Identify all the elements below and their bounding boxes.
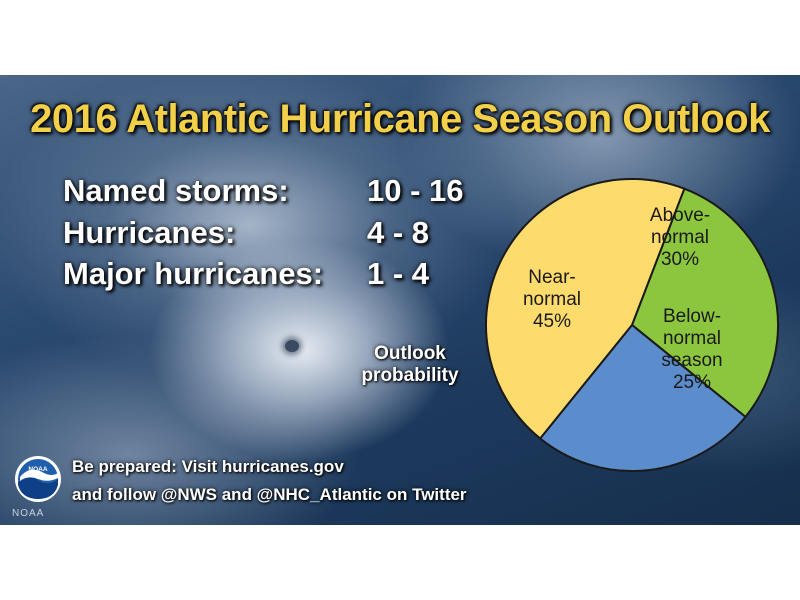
outlook-probability-caption: Outlook probability	[355, 343, 465, 387]
pie-slice-label-line: normal	[663, 328, 721, 349]
caption-line-2: probability	[361, 365, 459, 386]
hurricane-eye	[285, 340, 299, 352]
pie-slice-label-line: Near-	[528, 267, 576, 288]
outlook-pie-chart: Above-normal 30%Below-normal season 25%Near…	[485, 178, 779, 472]
pie-slice-label-line: 45%	[533, 311, 571, 332]
pie-slice-label: Below-normal season 25%	[661, 306, 722, 393]
footer-line-2: and follow @NWS and @NHC_Atlantic on Twi…	[72, 485, 467, 504]
pie-slice-label-line: Below-	[663, 306, 721, 327]
pie-slice-above-normal	[630, 187, 779, 419]
outlook-infographic: 2016 Atlantic Hurricane Season Outlook N…	[0, 75, 800, 525]
major-hurricanes-value: 1 - 4	[367, 256, 430, 291]
page-title: 2016 Atlantic Hurricane Season Outlook	[30, 97, 770, 141]
pie-slice-label: Above-normal 30%	[650, 205, 710, 270]
named-storms-value: 10 - 16	[367, 173, 464, 208]
noaa-logo-word: NOAA	[12, 508, 45, 519]
noaa-logo-icon: NOAA	[15, 456, 61, 502]
pie-slice-near-normal	[485, 178, 686, 440]
pie-slice-label-line: season	[661, 350, 722, 371]
hurricanes-label: Hurricanes:	[63, 215, 236, 250]
pie-slice-below-normal-season	[538, 323, 747, 472]
major-hurricanes-label: Major hurricanes:	[63, 256, 324, 291]
caption-line-1: Outlook	[374, 343, 446, 364]
hurricanes-value: 4 - 8	[367, 215, 430, 250]
noaa-logo-text: NOAA	[28, 466, 47, 473]
pie-slice-label-line: 30%	[661, 249, 699, 270]
footer-line-1: Be prepared: Visit hurricanes.gov	[72, 457, 344, 476]
pie-slice-label: Near-normal 45%	[523, 267, 581, 332]
pie-slice-label-line: 25%	[673, 372, 711, 393]
pie-slice-label-line: normal	[523, 289, 581, 310]
pie-slice-label-line: normal	[651, 227, 709, 248]
pie-slice-label-line: Above-	[650, 205, 710, 226]
named-storms-label: Named storms:	[63, 173, 289, 208]
